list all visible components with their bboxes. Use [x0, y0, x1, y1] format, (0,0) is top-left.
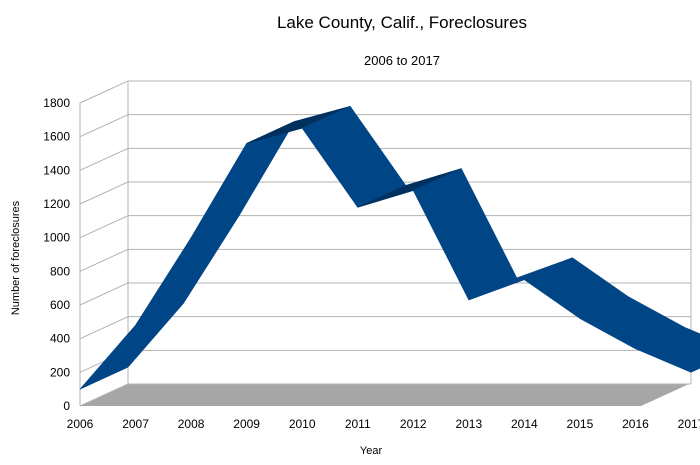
x-tick-label: 2014 — [511, 417, 538, 431]
x-tick-label: 2006 — [67, 417, 94, 431]
x-axis-title: Year — [360, 445, 383, 457]
y-tick-label: 600 — [50, 298, 70, 312]
grid-line-side — [79, 215, 129, 239]
y-tick-label: 400 — [50, 332, 70, 346]
floor-plane — [80, 384, 689, 406]
y-tick-label: 1400 — [43, 163, 70, 177]
grid-line-side — [79, 80, 129, 104]
chart-title: Lake County, Calif., Foreclosures — [277, 13, 527, 32]
grid-line-side — [79, 114, 129, 138]
grid-line-side — [79, 316, 129, 340]
y-tick-label: 1600 — [43, 130, 70, 144]
y-tick-label: 1200 — [43, 197, 70, 211]
grid-line-side — [79, 248, 129, 272]
grid-lines — [79, 80, 692, 407]
chart-floor — [80, 384, 689, 406]
chart-subtitle: 2006 to 2017 — [364, 53, 440, 68]
ribbon-segment-2007-2008 — [134, 214, 240, 326]
y-tick-label: 0 — [63, 399, 70, 413]
ribbon-segment-2016-2017 — [634, 326, 700, 373]
y-tick-label: 1000 — [43, 231, 70, 245]
ribbon-segment-2006-2007 — [79, 302, 184, 390]
y-tick-label: 200 — [50, 365, 70, 379]
x-tick-label: 2016 — [622, 417, 649, 431]
x-tick-label: 2011 — [345, 417, 371, 431]
ribbon-segment-2008-2009 — [190, 120, 296, 239]
grid-line-side — [79, 147, 129, 171]
grid-line-side — [79, 181, 129, 205]
x-tick-labels: 2006 2007 2008 2009 2010 2011 2012 2013 2014 2015… — [67, 417, 700, 431]
y-tick-labels: 0 200 400 600 800 1000 1200 1400 1600 1800 — [43, 96, 70, 413]
y-tick-label: 1800 — [43, 96, 70, 110]
grid-line-side — [79, 383, 129, 407]
ribbon-segment-2012-2013 — [412, 168, 518, 301]
x-tick-label: 2008 — [178, 417, 205, 431]
x-tick-label: 2017 — [678, 417, 700, 431]
x-tick-label: 2010 — [289, 417, 316, 431]
grid-line-side — [79, 282, 129, 306]
x-tick-label: 2013 — [455, 417, 482, 431]
x-tick-label: 2009 — [233, 417, 260, 431]
x-tick-label: 2015 — [567, 417, 594, 431]
y-tick-label: 800 — [50, 264, 70, 278]
y-axis-title: Number of foreclosures — [10, 200, 22, 315]
x-tick-label: 2012 — [400, 417, 427, 431]
x-tick-label: 2007 — [122, 417, 149, 431]
series-ribbon — [79, 105, 700, 390]
